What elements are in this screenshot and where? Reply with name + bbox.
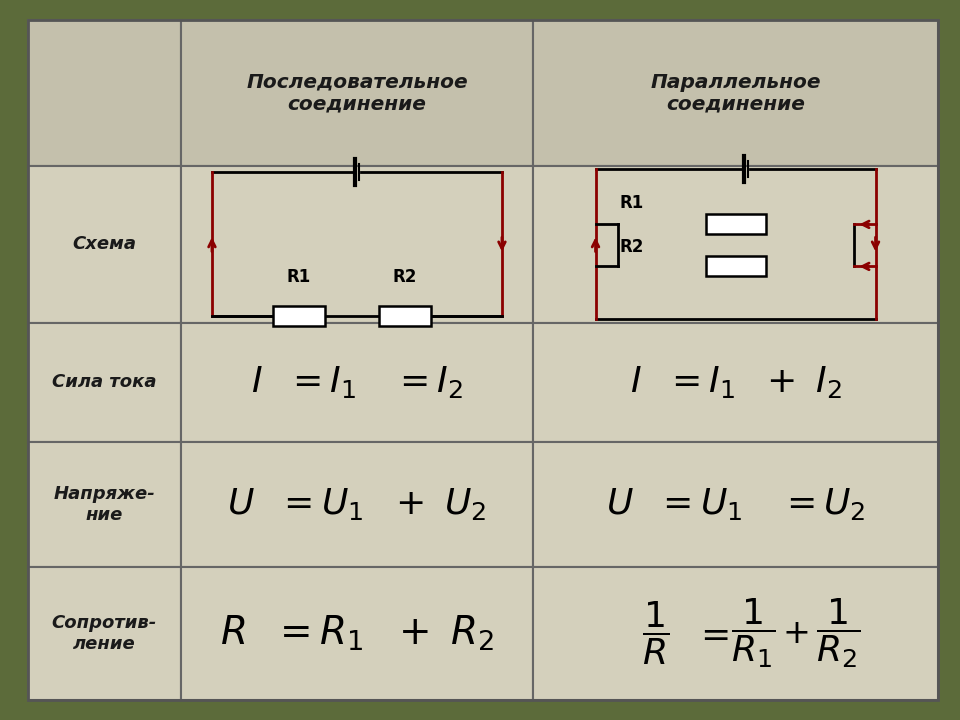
Bar [180,323,533,441]
Text: $U\ \ =U_1\ \ \ =U_2$: $U\ \ =U_1\ \ \ =U_2$ [606,487,865,523]
Text: Сила тока: Сила тока [52,373,156,391]
Text: $I\ \ =I_1\ \ +\ I_2$: $I\ \ =I_1\ \ +\ I_2$ [630,364,842,400]
Bar [273,307,325,326]
Text: $I\ \ =I_1\ \ \ =I_2$: $I\ \ =I_1\ \ \ =I_2$ [251,364,463,400]
Bar [180,166,533,323]
Text: Последовательное
соединение: Последовательное соединение [246,73,468,114]
Bar [180,441,533,567]
Bar [533,166,938,323]
Text: $=$: $=$ [693,617,729,651]
Bar [533,441,938,567]
Bar [706,215,765,235]
Bar [28,567,180,700]
Bar [379,307,431,326]
Bar [533,567,938,700]
Bar [28,323,180,441]
Text: $R\ \ =R_1\ \ +\ R_2$: $R\ \ =R_1\ \ +\ R_2$ [220,614,494,653]
Text: Напряже-
ние: Напряже- ние [54,485,156,524]
Text: Сопротив-
ление: Сопротив- ление [52,614,157,653]
Bar [180,567,533,700]
Text: R1: R1 [619,194,644,212]
Text: $+$: $+$ [782,617,808,650]
Text: $\dfrac{1}{R_2}$: $\dfrac{1}{R_2}$ [816,597,860,670]
Bar [706,256,765,276]
Bar [28,166,180,323]
Text: R1: R1 [287,269,311,287]
Text: $U\ \ =U_1\ \ +\ U_2$: $U\ \ =U_1\ \ +\ U_2$ [228,487,487,523]
Text: $\dfrac{1}{R}$: $\dfrac{1}{R}$ [642,600,669,667]
Text: $\dfrac{1}{R_1}$: $\dfrac{1}{R_1}$ [732,597,776,670]
Text: R2: R2 [393,269,418,287]
Text: R2: R2 [619,238,644,256]
Bar [533,323,938,441]
Bar [533,20,938,166]
Bar [28,20,180,166]
Bar [28,441,180,567]
Bar [180,20,533,166]
Text: Параллельное
соединение: Параллельное соединение [650,73,821,114]
Text: Схема: Схема [72,235,136,253]
